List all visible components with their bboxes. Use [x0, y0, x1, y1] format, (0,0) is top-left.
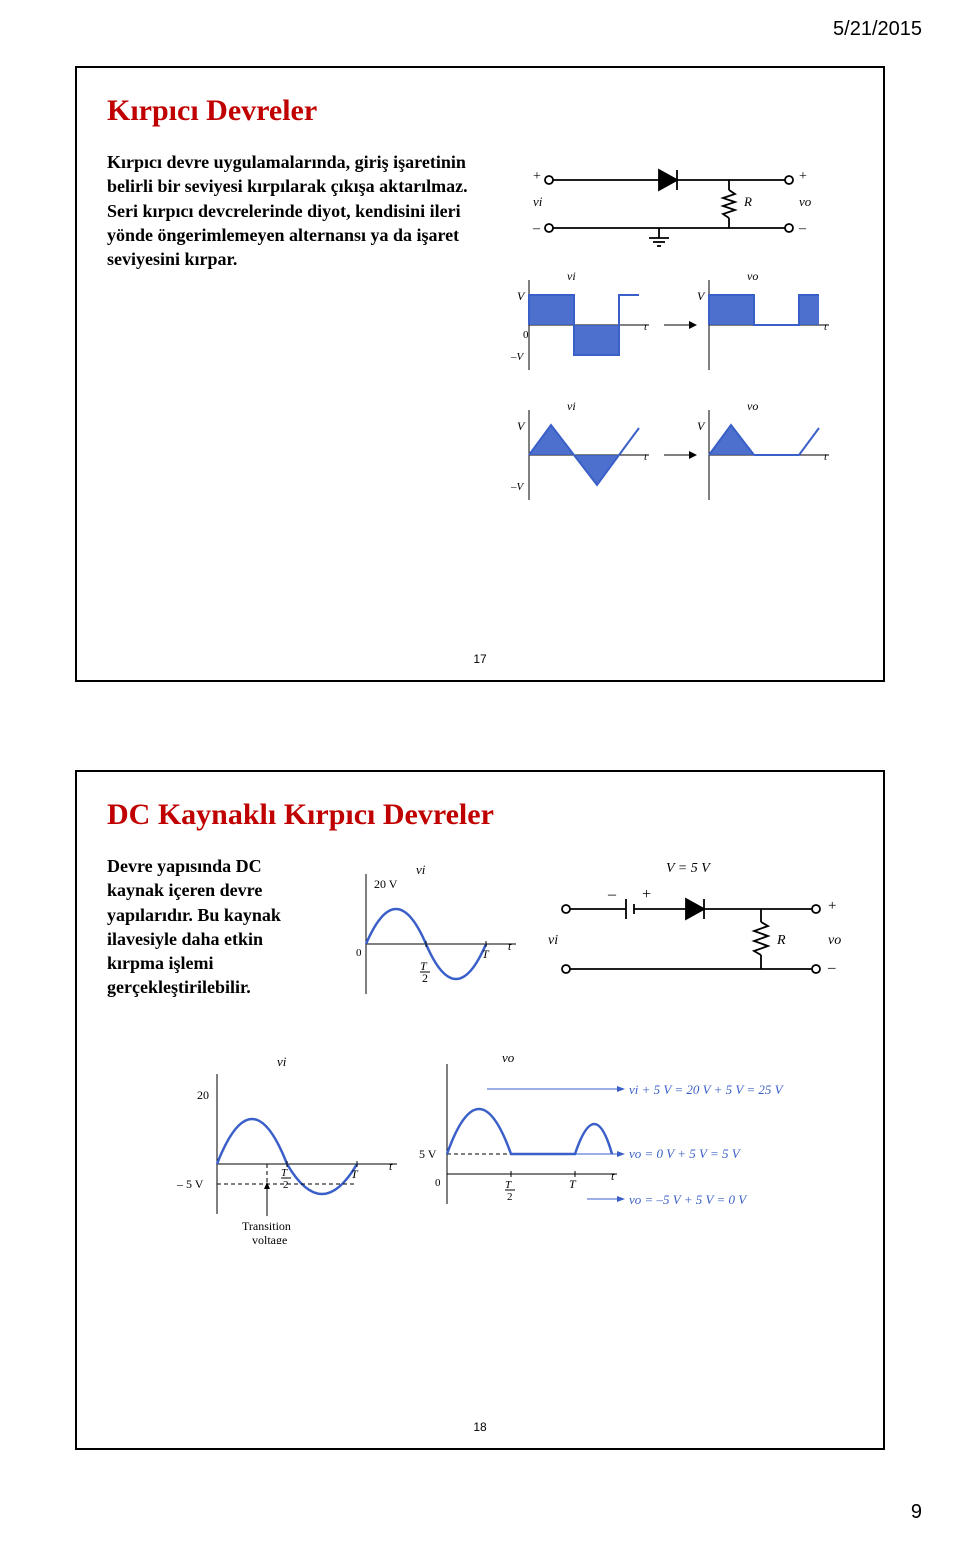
slide1-trianglewave: V –V t vi V t vo [489, 390, 849, 520]
svg-text:voltage: voltage [252, 1233, 287, 1244]
svg-text:vi: vi [533, 194, 543, 209]
svg-text:T: T [281, 1167, 288, 1179]
svg-text:+: + [642, 886, 651, 903]
slide1-squarewave: V 0 –V t vi V t [489, 260, 849, 390]
svg-text:t: t [644, 321, 648, 333]
svg-text:vo = –5 V + 5 V = 0 V: vo = –5 V + 5 V = 0 V [629, 1192, 748, 1207]
svg-text:+: + [533, 169, 541, 184]
svg-text:–: – [607, 886, 617, 903]
slide2-input-wave: vi 20 V 0 T 2 T t [326, 854, 525, 1004]
slide1-body: Kırpıcı devre uygulamalarında, giriş işa… [107, 150, 855, 520]
svg-text:20 V: 20 V [374, 877, 398, 891]
svg-text:+: + [799, 169, 807, 184]
slide1-paragraph: Kırpıcı devre uygulamalarında, giriş işa… [107, 150, 477, 520]
slide1-title: Kırpıcı Devreler [107, 94, 855, 128]
svg-text:0: 0 [435, 1177, 441, 1189]
svg-text:t: t [508, 939, 512, 953]
svg-text:vo: vo [799, 194, 812, 209]
svg-text:5 V: 5 V [419, 1147, 437, 1161]
svg-text:t: t [824, 321, 828, 333]
slide2-title: DC Kaynaklı Kırpıcı Devreler [107, 798, 855, 832]
svg-text:vi: vi [548, 933, 558, 948]
slide-1: Kırpıcı Devreler Kırpıcı devre uygulamal… [75, 66, 885, 682]
svg-text:t: t [611, 1169, 615, 1183]
svg-text:20: 20 [197, 1088, 209, 1102]
svg-text:V: V [697, 289, 706, 303]
slide1-circuit: + vi – R + vo – [489, 150, 849, 260]
svg-text:R: R [776, 933, 786, 948]
slide2-number: 18 [473, 1420, 486, 1434]
svg-text:vo: vo [747, 399, 758, 413]
slide1-figures: + vi – R + vo – V 0 –V [489, 150, 855, 520]
svg-text:t: t [824, 451, 828, 463]
slide2-vo-output: vo 5 V 0 T 2 T t vi + 5 V = 20 V + 5 V =… [417, 1044, 837, 1244]
svg-text:2: 2 [507, 1191, 513, 1203]
svg-text:2: 2 [283, 1179, 289, 1191]
svg-text:vi: vi [416, 862, 426, 877]
svg-text:vi: vi [567, 269, 576, 283]
svg-text:vo: vo [502, 1050, 515, 1065]
svg-text:vi: vi [277, 1054, 287, 1069]
slide2-circuit: V = 5 V – + [536, 854, 855, 1014]
header-date: 5/21/2015 [833, 18, 922, 41]
svg-text:T: T [505, 1179, 512, 1191]
slide2-row1: Devre yapısında DC kaynak içeren devre y… [107, 854, 855, 1014]
svg-text:V: V [517, 419, 526, 433]
svg-text:t: t [389, 1159, 393, 1173]
svg-text:–: – [798, 221, 807, 236]
svg-text:–: – [532, 221, 541, 236]
svg-text:+: + [828, 898, 836, 914]
svg-text:0: 0 [523, 329, 529, 341]
svg-text:vo: vo [747, 269, 758, 283]
svg-text:V: V [517, 289, 526, 303]
svg-text:–V: –V [510, 481, 525, 493]
svg-text:T: T [351, 1167, 359, 1181]
svg-text:t: t [644, 451, 648, 463]
slide2-paragraph: Devre yapısında DC kaynak içeren devre y… [107, 854, 316, 1014]
svg-text:T: T [482, 947, 490, 961]
svg-text:T: T [569, 1177, 577, 1191]
svg-text:Transition: Transition [242, 1219, 291, 1233]
svg-text:2: 2 [422, 971, 428, 985]
svg-text:vo: vo [828, 933, 841, 948]
svg-text:vi: vi [567, 399, 576, 413]
svg-text:–V: –V [510, 351, 525, 363]
svg-text:vo = 0 V + 5 V = 5 V: vo = 0 V + 5 V = 5 V [629, 1146, 742, 1161]
slide2-row2: vi 20 – 5 V T 2 T t Transition voltage [167, 1044, 855, 1244]
slide-2: DC Kaynaklı Kırpıcı Devreler Devre yapıs… [75, 770, 885, 1450]
svg-text:V: V [697, 419, 706, 433]
page-number: 9 [911, 1501, 922, 1524]
svg-text:vi + 5 V = 20 V + 5 V = 25 V: vi + 5 V = 20 V + 5 V = 25 V [629, 1082, 785, 1097]
slide2-vi-transition: vi 20 – 5 V T 2 T t Transition voltage [167, 1044, 417, 1244]
svg-text:–: – [827, 960, 836, 976]
svg-text:R: R [743, 194, 752, 209]
svg-text:– 5 V: – 5 V [176, 1177, 204, 1191]
svg-text:V = 5 V: V = 5 V [666, 861, 711, 876]
slide1-number: 17 [473, 652, 486, 666]
svg-text:0: 0 [356, 947, 362, 959]
